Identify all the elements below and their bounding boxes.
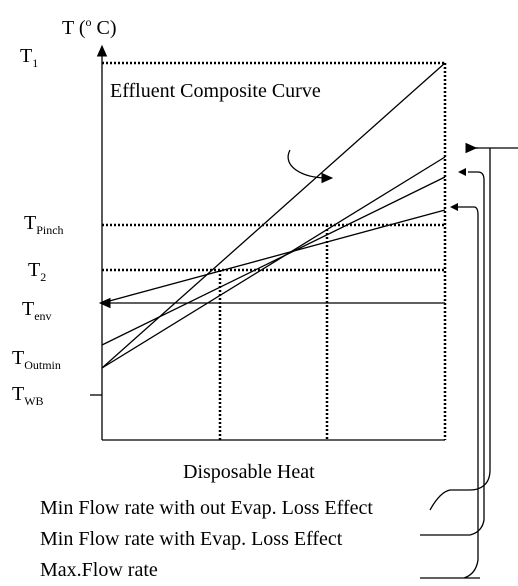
legend-item: Max.Flow rate <box>40 559 158 581</box>
legend-arrow <box>458 168 466 176</box>
temperature-label: TOutmin <box>12 347 61 372</box>
min-flow-no-evap <box>101 156 446 369</box>
legend-connector <box>420 206 480 579</box>
temperature-label: TPinch <box>24 212 64 237</box>
effluent-curve <box>101 62 446 369</box>
legend-arrow <box>450 203 458 211</box>
legend-item: Min Flow rate with out Evap. Loss Effect <box>40 497 373 519</box>
temperature-label: T1 <box>20 45 38 70</box>
curve-arrow <box>287 149 334 184</box>
temperature-label: TWB <box>12 383 44 408</box>
temperature-label: T2 <box>28 259 46 284</box>
legend-connector <box>420 171 485 536</box>
y-axis-label: T (o C) <box>62 15 117 39</box>
max-flow <box>101 209 446 304</box>
legend-item: Min Flow rate with Evap. Loss Effect <box>40 528 343 550</box>
min-flow-evap <box>101 176 446 346</box>
curve-label: Effluent Composite Curve <box>110 80 321 102</box>
legend-connector <box>429 147 518 511</box>
x-axis-label: Disposable Heat <box>183 461 315 483</box>
temperature-label: Tenv <box>22 298 52 323</box>
